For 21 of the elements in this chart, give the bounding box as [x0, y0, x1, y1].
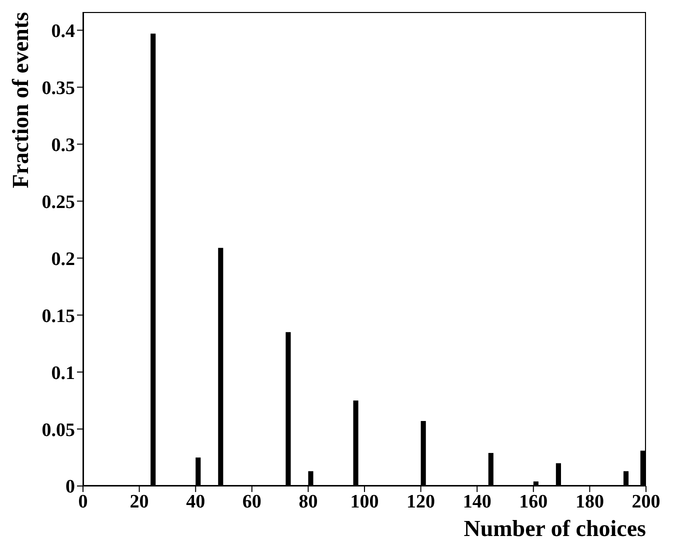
x-tick-label: 120 [406, 491, 436, 512]
x-tick-label: 40 [186, 491, 206, 512]
x-tick-label: 100 [350, 491, 379, 512]
y-tick-label: 0.35 [42, 78, 75, 99]
x-tick-label: 180 [575, 491, 604, 512]
y-tick-label: 0.15 [42, 306, 75, 327]
y-axis-title: Fraction of events [8, 12, 33, 188]
x-tick-label: 60 [242, 491, 262, 512]
y-tick-label: 0.05 [42, 420, 75, 441]
x-tick-label: 140 [462, 491, 492, 512]
y-tick-label: 0 [66, 476, 75, 498]
y-tick-label: 0.2 [51, 248, 75, 270]
x-tick-label: 200 [632, 491, 660, 512]
y-tick-label: 0.1 [51, 362, 75, 384]
y-tick-label: 0.4 [51, 20, 76, 42]
x-tick-label: 20 [130, 491, 149, 512]
x-tick-label: 80 [298, 491, 318, 512]
y-tick-label: 0.3 [51, 134, 75, 156]
x-tick-label: 160 [519, 491, 548, 512]
x-axis-title: Number of choices [464, 516, 646, 541]
y-tick-label: 0.25 [42, 192, 75, 213]
